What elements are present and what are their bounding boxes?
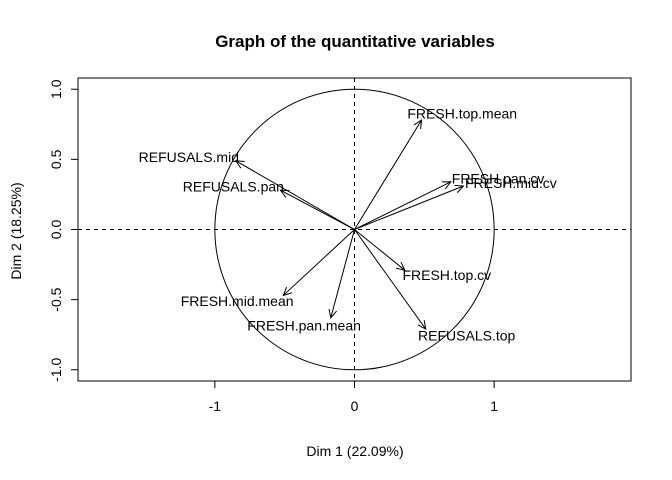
arrowhead bbox=[282, 286, 293, 297]
variable-vector bbox=[354, 229, 427, 330]
arrowhead bbox=[328, 308, 338, 319]
arrowhead bbox=[279, 189, 290, 198]
variable-vector bbox=[354, 185, 464, 230]
x-tick-label: 0 bbox=[351, 398, 359, 414]
variable-arrow: FRESH.top.cv bbox=[354, 229, 491, 283]
variable-arrow: REFUSALS.mid bbox=[139, 149, 355, 230]
variable-arrow: FRESH.mid.cv bbox=[354, 175, 557, 230]
chart-title: Graph of the quantitative variables bbox=[215, 32, 495, 51]
variable-arrow: REFUSALS.top bbox=[354, 229, 516, 344]
x-tick-label: 1 bbox=[490, 398, 498, 414]
y-tick-label: -1.0 bbox=[48, 358, 64, 382]
variable-label: FRESH.mid.mean bbox=[181, 293, 294, 309]
arrowhead bbox=[395, 261, 406, 271]
arrowhead bbox=[441, 181, 452, 190]
y-axis-label: Dim 2 (18.25%) bbox=[8, 182, 24, 279]
y-tick-label: 0.5 bbox=[48, 149, 64, 169]
variable-label: FRESH.top.mean bbox=[407, 105, 517, 121]
variable-label: FRESH.top.cv bbox=[402, 267, 491, 283]
x-tick-label: -1 bbox=[209, 398, 222, 414]
y-tick-label: 1.0 bbox=[48, 79, 64, 99]
variable-vector bbox=[235, 160, 355, 230]
variable-label: FRESH.pan.mean bbox=[247, 318, 361, 334]
variable-vector bbox=[354, 181, 452, 230]
variable-arrow: FRESH.pan.mean bbox=[247, 229, 361, 334]
variable-arrow: FRESH.pan.cv bbox=[354, 170, 545, 230]
variable-vector bbox=[280, 189, 355, 230]
variable-arrow: REFUSALS.pan bbox=[183, 178, 355, 230]
variable-label: REFUSALS.mid bbox=[139, 149, 239, 165]
y-tick-label: -0.5 bbox=[48, 287, 64, 311]
axes: -1 0 1 -1.0 -0.5 0.0 0.5 1.0 bbox=[48, 79, 498, 414]
arrowhead bbox=[234, 160, 245, 169]
variable-vector bbox=[354, 119, 422, 230]
variable-label: REFUSALS.pan bbox=[183, 178, 284, 194]
arrowhead bbox=[413, 119, 423, 130]
variable-vector bbox=[354, 229, 406, 271]
variable-arrow: FRESH.top.mean bbox=[354, 105, 517, 230]
variable-label: FRESH.pan.cv bbox=[452, 170, 545, 186]
variable-arrow: FRESH.mid.mean bbox=[181, 229, 355, 309]
variable-vector bbox=[330, 229, 355, 319]
variable-label: FRESH.mid.cv bbox=[465, 175, 557, 191]
x-axis-label: Dim 1 (22.09%) bbox=[306, 443, 403, 459]
variable-vector bbox=[282, 229, 355, 296]
arrowhead bbox=[417, 320, 427, 331]
arrowhead bbox=[454, 184, 465, 193]
y-tick-label: 0.0 bbox=[48, 220, 64, 240]
variable-label: REFUSALS.top bbox=[418, 328, 515, 344]
